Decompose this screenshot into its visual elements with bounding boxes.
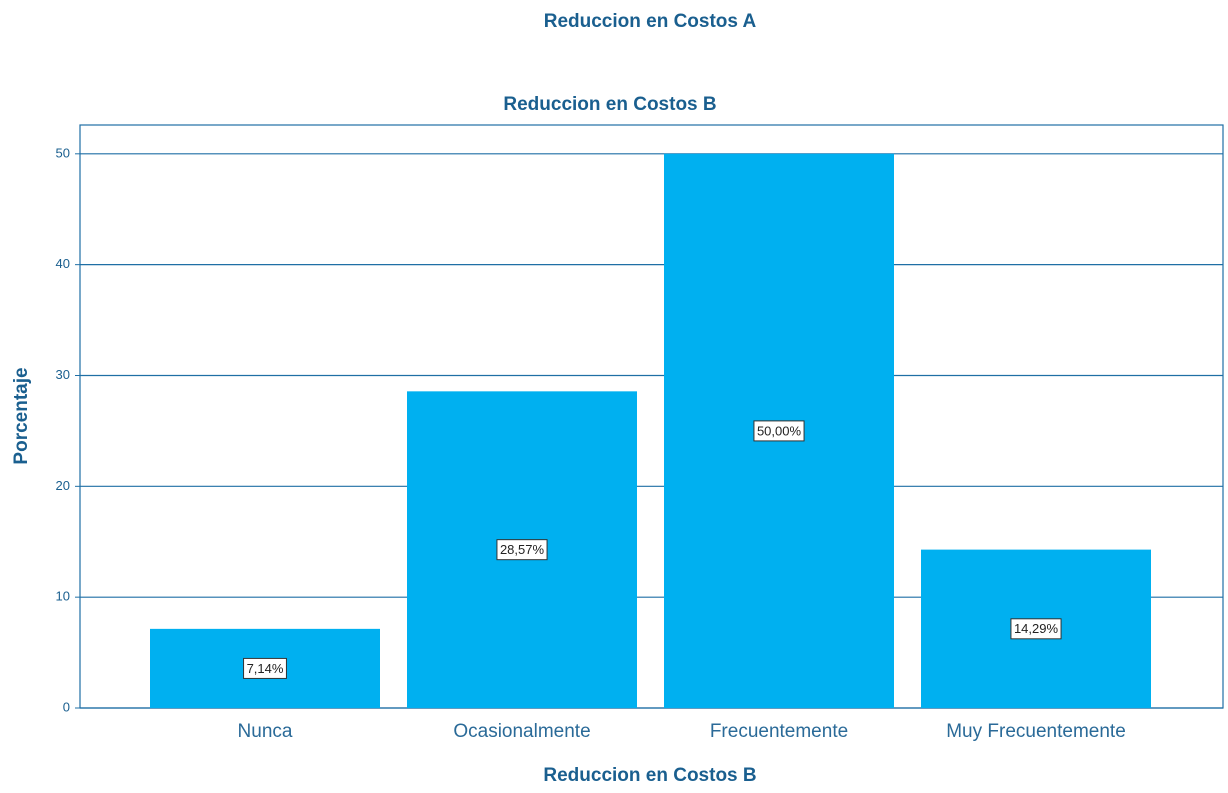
chart-title: Reduccion en Costos A [544,11,757,32]
y-tick-label: 50 [56,145,70,160]
y-tick-label: 30 [56,367,70,382]
x-tick-label: Frecuentemente [710,721,848,742]
y-tick-label: 10 [56,589,70,604]
x-tick-label: Muy Frecuentemente [946,721,1126,742]
chart-subtitle: Reduccion en Costos B [503,94,716,115]
value-label-box [753,420,805,442]
value-label: 7,14% [247,661,284,676]
value-label: 28,57% [500,542,545,557]
x-tick-label: Ocasionalmente [453,721,590,742]
y-tick-label: 0 [63,699,70,714]
y-tick-label: 20 [56,478,70,493]
value-label: 50,00% [757,423,802,438]
x-tick-label: Nunca [238,721,293,742]
y-axis-label: Porcentaje [11,367,32,464]
value-label-box [1010,618,1062,640]
y-tick-label: 40 [56,256,70,271]
x-axis-label: Reduccion en Costos B [543,765,756,786]
value-label-box [243,657,287,679]
value-label: 14,29% [1014,621,1059,636]
value-label-box [496,539,548,561]
